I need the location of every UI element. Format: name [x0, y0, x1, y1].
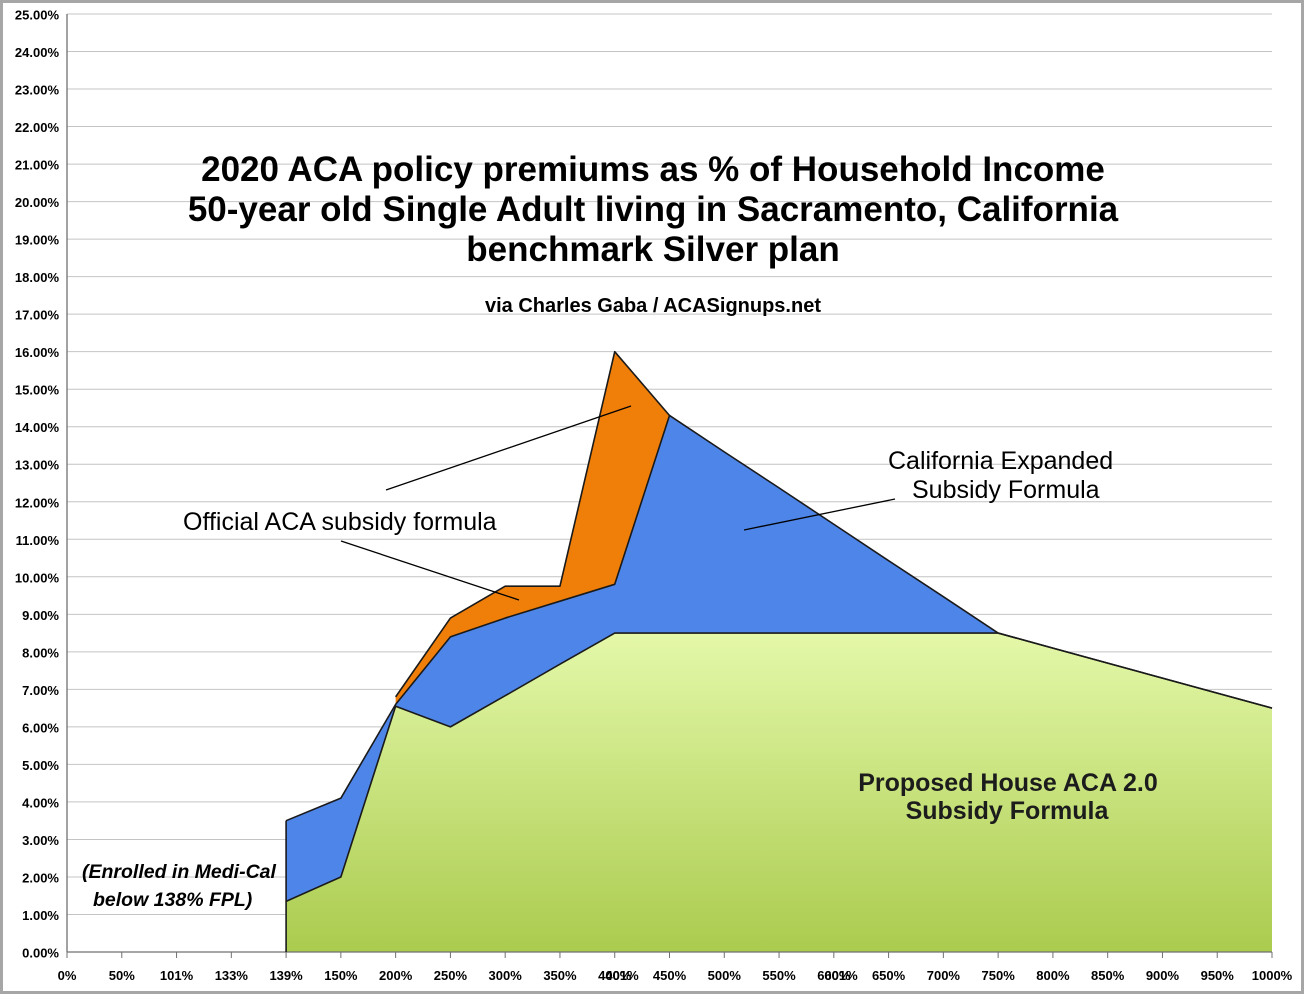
svg-text:850%: 850% — [1091, 968, 1125, 983]
svg-text:50-year old Single Adult livin: 50-year old Single Adult living in Sacra… — [188, 190, 1119, 229]
svg-text:150%: 150% — [324, 968, 358, 983]
svg-text:500%: 500% — [708, 968, 742, 983]
svg-text:16.00%: 16.00% — [15, 345, 60, 360]
svg-text:15.00%: 15.00% — [15, 383, 60, 398]
svg-text:9.00%: 9.00% — [22, 608, 59, 623]
svg-text:401%: 401% — [605, 968, 639, 983]
svg-text:139%: 139% — [269, 968, 303, 983]
svg-text:750%: 750% — [982, 968, 1016, 983]
svg-text:8.00%: 8.00% — [22, 645, 59, 660]
svg-text:23.00%: 23.00% — [15, 83, 60, 98]
svg-text:25.00%: 25.00% — [15, 8, 60, 23]
svg-text:24.00%: 24.00% — [15, 45, 60, 60]
svg-text:200%: 200% — [379, 968, 413, 983]
svg-text:300%: 300% — [489, 968, 523, 983]
svg-text:20.00%: 20.00% — [15, 195, 60, 210]
svg-text:950%: 950% — [1201, 968, 1235, 983]
svg-text:0%: 0% — [58, 968, 77, 983]
svg-text:below 138% FPL): below 138% FPL) — [93, 889, 252, 911]
svg-text:450%: 450% — [653, 968, 687, 983]
svg-text:via Charles Gaba / ACASignups.: via Charles Gaba / ACASignups.net — [485, 295, 821, 317]
svg-text:650%: 650% — [872, 968, 906, 983]
svg-text:13.00%: 13.00% — [15, 458, 60, 473]
svg-text:21.00%: 21.00% — [15, 158, 60, 173]
svg-text:California Expanded: California Expanded — [888, 447, 1113, 475]
svg-text:601%: 601% — [824, 968, 858, 983]
svg-text:350%: 350% — [543, 968, 577, 983]
svg-text:17.00%: 17.00% — [15, 308, 60, 323]
svg-text:22.00%: 22.00% — [15, 120, 60, 135]
svg-text:0.00%: 0.00% — [22, 946, 59, 961]
svg-text:101%: 101% — [160, 968, 194, 983]
svg-text:700%: 700% — [927, 968, 961, 983]
svg-text:900%: 900% — [1146, 968, 1180, 983]
svg-text:(Enrolled in Medi-Cal: (Enrolled in Medi-Cal — [82, 861, 277, 883]
svg-text:2.00%: 2.00% — [22, 870, 59, 885]
svg-text:7.00%: 7.00% — [22, 683, 59, 698]
svg-text:4.00%: 4.00% — [22, 795, 59, 810]
svg-text:benchmark Silver plan: benchmark Silver plan — [466, 230, 839, 269]
svg-text:550%: 550% — [762, 968, 796, 983]
svg-text:3.00%: 3.00% — [22, 833, 59, 848]
svg-text:10.00%: 10.00% — [15, 570, 60, 585]
svg-text:133%: 133% — [215, 968, 249, 983]
svg-text:1.00%: 1.00% — [22, 908, 59, 923]
svg-text:800%: 800% — [1036, 968, 1070, 983]
svg-text:5.00%: 5.00% — [22, 758, 59, 773]
svg-text:Official ACA subsidy formula: Official ACA subsidy formula — [183, 508, 497, 536]
svg-text:Subsidy Formula: Subsidy Formula — [906, 797, 1110, 825]
svg-text:1000%: 1000% — [1252, 968, 1293, 983]
svg-text:6.00%: 6.00% — [22, 720, 59, 735]
svg-text:14.00%: 14.00% — [15, 420, 60, 435]
svg-text:Proposed House ACA 2.0: Proposed House ACA 2.0 — [858, 769, 1158, 797]
svg-text:50%: 50% — [109, 968, 135, 983]
svg-text:2020 ACA policy premiums as %: 2020 ACA policy premiums as % of Househo… — [201, 150, 1105, 189]
svg-text:12.00%: 12.00% — [15, 495, 60, 510]
svg-text:Subsidy Formula: Subsidy Formula — [912, 476, 1100, 504]
svg-text:18.00%: 18.00% — [15, 270, 60, 285]
svg-text:11.00%: 11.00% — [16, 533, 60, 548]
svg-text:19.00%: 19.00% — [15, 233, 60, 248]
svg-text:250%: 250% — [434, 968, 468, 983]
